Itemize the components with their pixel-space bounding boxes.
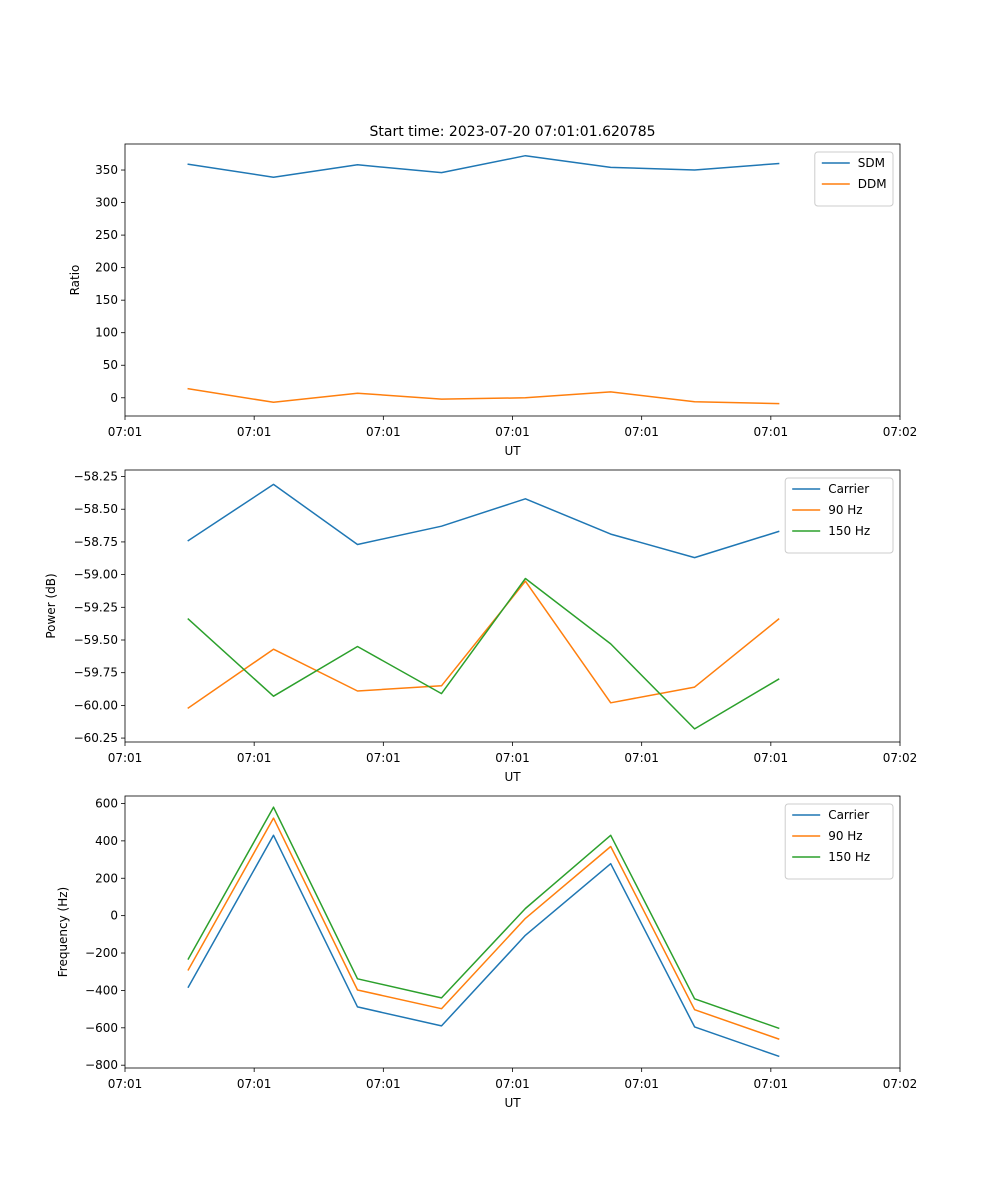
subplot-1: 07:01 07:01 07:01 07:01 07:01 07:01 07:02 0 50 10… [68, 143, 918, 458]
y-tick-label: 250 [95, 228, 118, 242]
subplot-3: 07:01 07:01 07:01 07:01 07:01 07:01 07:02 −800 −… [56, 795, 918, 1110]
x-tick-label: 07:01 [754, 425, 789, 439]
y-axis-label: Power (dB) [44, 573, 58, 638]
x-tick-label: 07:01 [495, 751, 530, 765]
series-line-sdm [187, 154, 780, 178]
y-tick-label: −60.25 [74, 731, 118, 745]
y-tick-label: −800 [85, 1058, 118, 1072]
y-tick-label: −59.25 [74, 600, 118, 614]
x-axis-label: UT [504, 1096, 521, 1110]
series-line-90-hz [187, 817, 780, 1040]
legend-label: Carrier [828, 808, 869, 822]
y-tick-label: −59.75 [74, 666, 118, 680]
y-tick-label: 50 [103, 358, 118, 372]
series-line-150-hz [187, 806, 780, 1030]
legend-label: DDM [858, 177, 887, 191]
x-tick-label: 07:01 [237, 425, 272, 439]
y-axis-label: Frequency (Hz) [56, 887, 70, 978]
legend-label: 90 Hz [828, 503, 862, 517]
series-line-carrier [187, 483, 780, 559]
y-tick-label: 400 [95, 834, 118, 848]
legend-label: 90 Hz [828, 829, 862, 843]
legend-label: Carrier [828, 482, 869, 496]
x-tick-label: 07:01 [237, 751, 272, 765]
axes-frame [124, 469, 901, 743]
x-tick-label: 07:01 [366, 1077, 401, 1091]
axes-frame [124, 795, 901, 1069]
legend-label: 150 Hz [828, 850, 870, 864]
y-tick-label: −59.50 [74, 633, 118, 647]
x-tick-label: 07:01 [366, 751, 401, 765]
y-tick-label: 0 [110, 391, 118, 405]
x-tick-label: 07:02 [883, 751, 918, 765]
y-tick-label: −59.00 [74, 568, 118, 582]
y-tick-label: −200 [85, 946, 118, 960]
legend-label: 150 Hz [828, 524, 870, 538]
y-tick-label: −58.25 [74, 470, 118, 484]
legend: Carrier 90 Hz 150 Hz [784, 803, 894, 880]
x-tick-label: 07:01 [108, 751, 143, 765]
y-tick-label: −60.00 [74, 698, 118, 712]
y-tick-label: 150 [95, 293, 118, 307]
x-tick-label: 07:01 [108, 425, 143, 439]
subplot-2: 07:01 07:01 07:01 07:01 07:01 07:01 07:02 −60.2… [44, 470, 917, 784]
x-tick-label: 07:01 [624, 1077, 659, 1091]
subplot-panels: 07:01 07:01 07:01 07:01 07:01 07:01 07:02 0 50 10… [44, 143, 918, 1110]
y-tick-label: 200 [95, 261, 118, 275]
x-tick-label: 07:01 [237, 1077, 272, 1091]
legend-box [814, 151, 894, 207]
legend-box [784, 803, 894, 880]
y-tick-label: 350 [95, 163, 118, 177]
x-tick-label: 07:01 [366, 425, 401, 439]
y-axis-label: Ratio [68, 265, 82, 296]
y-tick-label: −58.50 [74, 502, 118, 516]
x-tick-label: 07:01 [624, 751, 659, 765]
axes-frame [124, 143, 901, 417]
x-tick-label: 07:01 [495, 1077, 530, 1091]
x-tick-label: 07:01 [754, 1077, 789, 1091]
x-tick-label: 07:02 [883, 425, 918, 439]
legend-box [784, 477, 894, 554]
legend-label: SDM [858, 156, 885, 170]
series-line-carrier [187, 834, 780, 1058]
x-tick-label: 07:02 [883, 1077, 918, 1091]
y-tick-label: −58.75 [74, 535, 118, 549]
y-tick-label: 300 [95, 196, 118, 210]
y-tick-label: 0 [110, 909, 118, 923]
y-tick-label: 200 [95, 871, 118, 885]
series-line-ddm [187, 387, 780, 405]
y-tick-label: −400 [85, 983, 118, 997]
x-axis-label: UT [504, 444, 521, 458]
figure-title: Start time: 2023-07-20 07:01:01.620785 [369, 124, 655, 140]
series-line-150-hz [187, 577, 780, 730]
x-tick-label: 07:01 [754, 751, 789, 765]
y-tick-label: −600 [85, 1021, 118, 1035]
x-axis-label: UT [504, 770, 521, 784]
x-tick-label: 07:01 [108, 1077, 143, 1091]
y-tick-label: 600 [95, 796, 118, 810]
y-tick-label: 100 [95, 326, 118, 340]
series-line-90-hz [187, 580, 780, 710]
legend: SDM DDM [814, 151, 894, 207]
legend: Carrier 90 Hz 150 Hz [784, 477, 894, 554]
x-tick-label: 07:01 [624, 425, 659, 439]
x-tick-label: 07:01 [495, 425, 530, 439]
